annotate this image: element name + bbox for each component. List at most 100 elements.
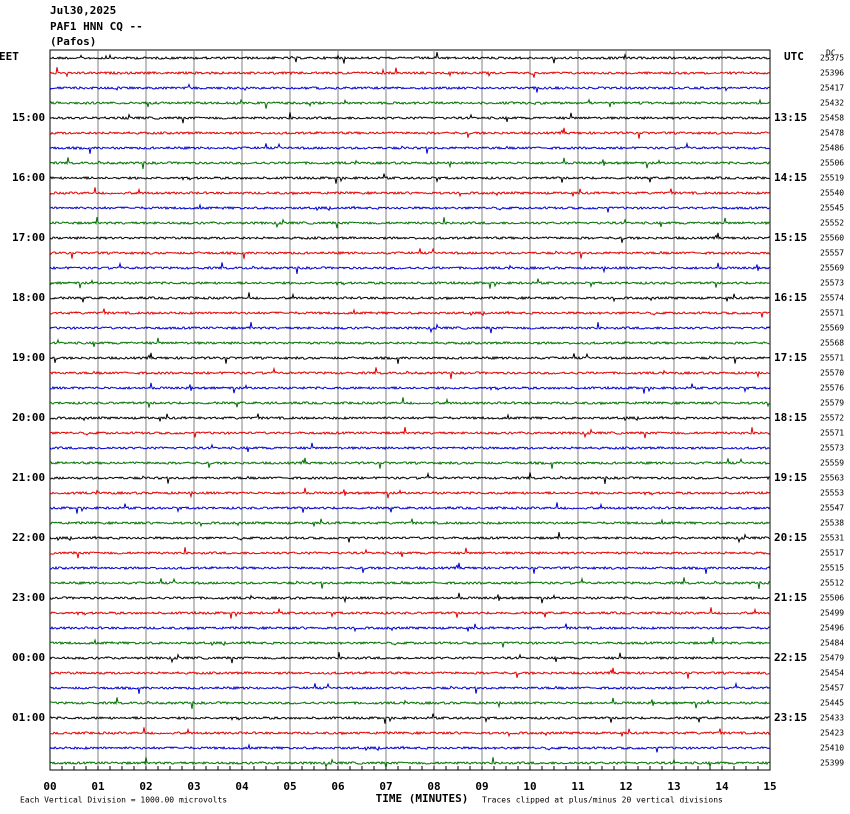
- left-time-label: 18:00: [12, 291, 45, 304]
- trace-level: 25569: [820, 264, 844, 273]
- seismic-trace: [49, 261, 771, 274]
- seismic-trace: [49, 743, 771, 753]
- seismic-trace: [49, 83, 771, 93]
- trace-level: 25396: [820, 69, 844, 78]
- trace-level: 25573: [820, 279, 844, 288]
- x-tick-label: 00: [43, 780, 56, 793]
- left-time-label: 00:00: [12, 651, 45, 664]
- x-tick-label: 03: [187, 780, 200, 793]
- trace-level: 25545: [820, 204, 844, 213]
- seismic-trace: [49, 112, 771, 124]
- trace-level: 25531: [820, 534, 844, 543]
- right-time-label: 22:15: [774, 651, 807, 664]
- trace-level: 25538: [820, 519, 844, 528]
- trace-level: 25553: [820, 489, 844, 498]
- trace-level: 25540: [820, 189, 844, 198]
- seismic-trace: [49, 713, 771, 724]
- seismic-trace: [49, 366, 771, 379]
- trace-level: 25457: [820, 684, 844, 693]
- x-tick-label: 01: [91, 780, 105, 793]
- right-time-label: 14:15: [774, 171, 807, 184]
- trace-level: 25410: [820, 744, 844, 753]
- seismic-trace: [49, 592, 771, 604]
- right-axis-title: UTC: [784, 50, 804, 63]
- left-time-label: 17:00: [12, 231, 45, 244]
- trace-level: 25574: [820, 294, 844, 303]
- x-tick-label: 14: [715, 780, 729, 793]
- trace-level: 25568: [820, 339, 844, 348]
- plot-frame: [49, 49, 771, 771]
- right-time-label: 18:15: [774, 411, 807, 424]
- left-time-label: 15:00: [12, 111, 45, 124]
- seismic-trace: [49, 518, 771, 528]
- x-tick-label: 15: [763, 780, 776, 793]
- trace-level: 25559: [820, 459, 844, 468]
- clip-note: Traces clipped at plus/minus 20 vertical…: [482, 796, 723, 805]
- trace-level: 25375: [820, 54, 844, 63]
- x-tick-label: 07: [379, 780, 392, 793]
- left-time-label: 16:00: [12, 171, 45, 184]
- left-time-label: 01:00: [12, 711, 45, 724]
- seismic-trace: [49, 141, 771, 154]
- x-tick-label: 02: [139, 780, 152, 793]
- seismic-trace: [49, 173, 771, 184]
- scale-note: Each Vertical Division = 1000.00 microvo…: [20, 796, 227, 805]
- date: Jul30,2025: [50, 4, 116, 17]
- trace-level: 25552: [820, 219, 844, 228]
- seismic-trace: [49, 442, 771, 453]
- trace-level: 25423: [820, 729, 844, 738]
- trace-level: 25557: [820, 249, 844, 258]
- seismic-trace: [50, 52, 771, 64]
- seismic-trace: [49, 532, 771, 544]
- trace-level: 25579: [820, 399, 844, 408]
- seismic-trace: [49, 157, 771, 169]
- x-tick-label: 09: [475, 780, 488, 793]
- trace-level: 25433: [820, 714, 844, 723]
- trace-level: 25399: [820, 759, 844, 768]
- trace-level: 25479: [820, 654, 844, 663]
- x-axis-title: TIME (MINUTES): [376, 792, 469, 805]
- trace-level: 25572: [820, 414, 844, 423]
- trace-level: 25454: [820, 669, 844, 678]
- trace-level: 25571: [820, 354, 844, 363]
- x-tick-label: 11: [571, 780, 585, 793]
- seismic-trace: [49, 322, 771, 334]
- trace-level: 25445: [820, 699, 844, 708]
- right-time-label: 19:15: [774, 471, 807, 484]
- x-tick-label: 12: [619, 780, 632, 793]
- trace-level: 25573: [820, 444, 844, 453]
- left-time-label: 20:00: [12, 411, 45, 424]
- seismic-trace: [49, 427, 771, 439]
- seismic-trace: [49, 697, 771, 709]
- trace-level: 25576: [820, 384, 844, 393]
- seismic-trace: [49, 98, 771, 109]
- seismic-trace: [49, 607, 771, 619]
- seismic-trace: [49, 203, 771, 213]
- seismic-trace: [49, 471, 771, 484]
- trace-level: 25432: [820, 99, 844, 108]
- trace-level: 25512: [820, 579, 844, 588]
- seismic-trace: [49, 562, 771, 574]
- left-axis-title: EET: [0, 50, 19, 63]
- seismic-trace: [49, 652, 771, 664]
- seismic-trace: [49, 337, 770, 348]
- trace-level: 25458: [820, 114, 844, 123]
- seismic-trace: [50, 292, 770, 303]
- trace-level: 25484: [820, 639, 844, 648]
- trace-level: 25560: [820, 234, 844, 243]
- seismic-trace: [49, 187, 771, 198]
- right-time-label: 13:15: [774, 111, 807, 124]
- seismic-trace: [49, 352, 771, 364]
- seismic-trace: [49, 576, 771, 589]
- left-time-label: 19:00: [12, 351, 45, 364]
- seismic-trace: [49, 127, 770, 139]
- right-time-label: 20:15: [774, 531, 807, 544]
- seismic-trace: [49, 413, 771, 422]
- trace-level: 25499: [820, 609, 844, 618]
- seismic-trace: [49, 667, 771, 679]
- x-tick-label: 10: [523, 780, 536, 793]
- right-time-label: 21:15: [774, 591, 807, 604]
- corner-label: DC: [826, 49, 836, 58]
- seismic-trace: [49, 67, 771, 78]
